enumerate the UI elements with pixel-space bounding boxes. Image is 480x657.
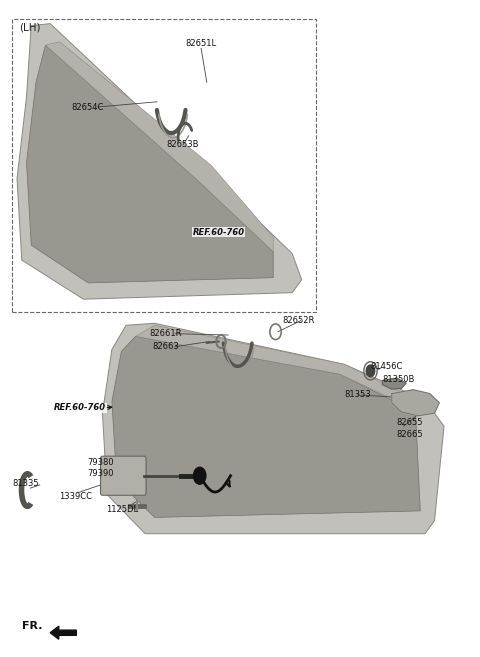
Polygon shape (46, 42, 273, 252)
Polygon shape (392, 390, 439, 416)
Text: 79390: 79390 (87, 468, 114, 478)
Text: 82653B: 82653B (167, 141, 199, 149)
Polygon shape (383, 378, 406, 389)
Polygon shape (26, 45, 273, 283)
Text: 81350B: 81350B (383, 374, 415, 384)
Polygon shape (136, 325, 420, 412)
Text: 81335: 81335 (12, 479, 39, 488)
Text: 82661R: 82661R (150, 329, 182, 338)
Text: 81353: 81353 (344, 390, 371, 399)
Text: REF.60-760: REF.60-760 (54, 403, 106, 413)
Polygon shape (102, 323, 444, 533)
Text: 82665: 82665 (396, 430, 423, 438)
Polygon shape (17, 24, 301, 299)
Text: 79380: 79380 (87, 457, 114, 466)
Text: 82663: 82663 (152, 342, 179, 351)
Text: 1125DL: 1125DL (106, 505, 138, 514)
Circle shape (366, 365, 375, 376)
Polygon shape (112, 336, 420, 518)
Text: 82651L: 82651L (185, 39, 216, 48)
Text: 82654C: 82654C (72, 102, 104, 112)
Text: 82652R: 82652R (283, 316, 315, 325)
Text: 82655: 82655 (396, 419, 423, 428)
Text: 81456C: 81456C (371, 362, 403, 371)
Text: REF.60-760: REF.60-760 (192, 227, 245, 237)
FancyArrow shape (50, 626, 76, 639)
Text: 1339CC: 1339CC (59, 492, 92, 501)
Circle shape (193, 467, 206, 484)
Text: FR.: FR. (22, 622, 42, 631)
Text: (LH): (LH) (19, 22, 41, 32)
FancyBboxPatch shape (100, 456, 146, 495)
